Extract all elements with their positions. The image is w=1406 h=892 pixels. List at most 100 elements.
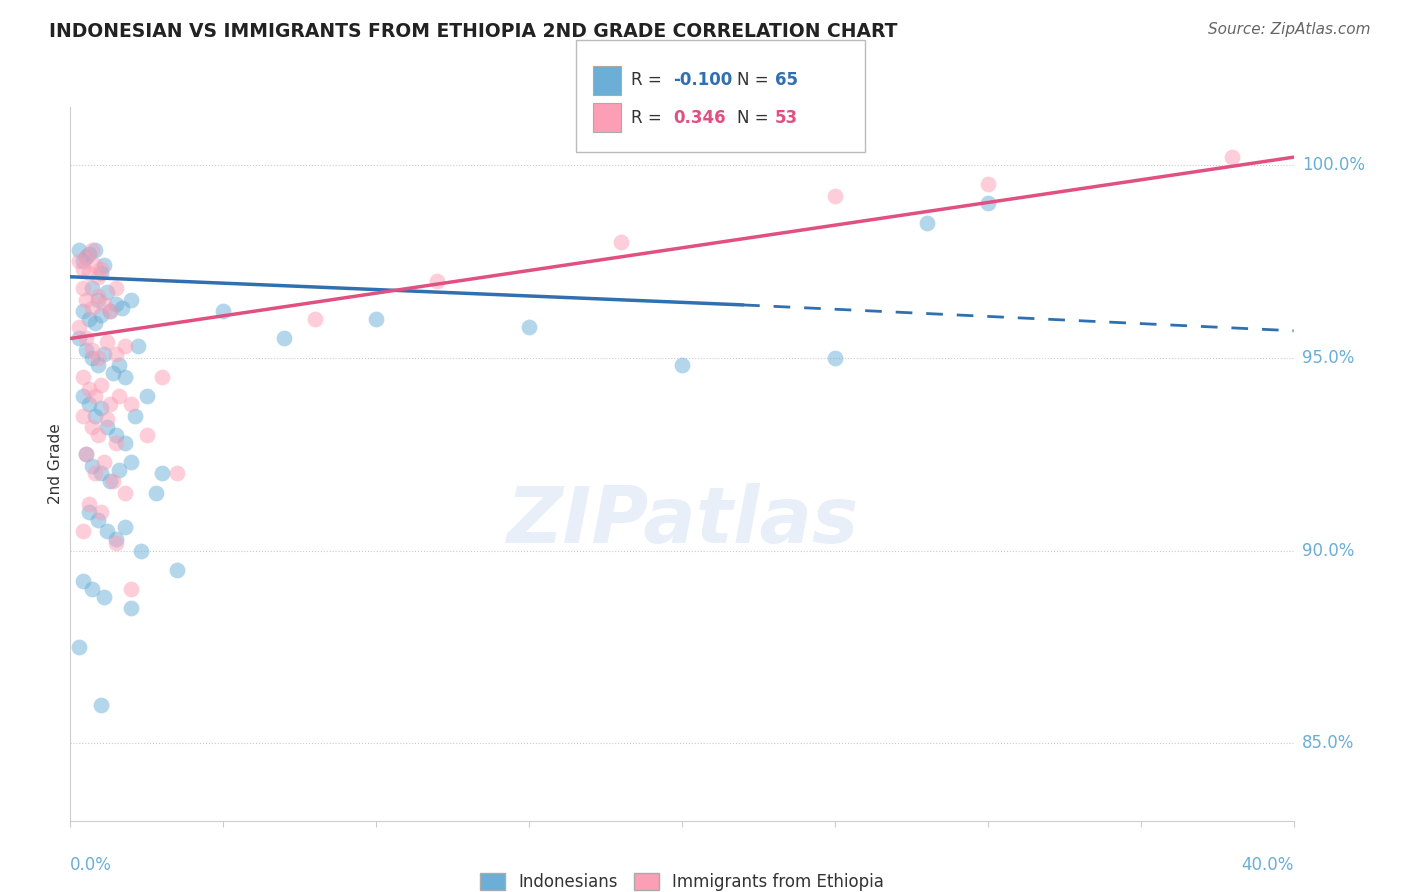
Point (426, 274, 449, 288)
Point (98, 304, 121, 318)
Point (83, 243, 105, 257)
Point (75, 251, 97, 265)
Point (824, 188, 846, 202)
Point (69, 243, 91, 257)
Point (77, 497, 100, 511)
Point (75, 447, 97, 461)
Point (105, 435, 128, 450)
Point (105, 536, 128, 550)
Point (135, 389, 157, 403)
Point (80, 281, 103, 295)
Text: 0.0%: 0.0% (70, 856, 112, 874)
Point (96, 420, 118, 434)
Point (75, 447, 97, 461)
Point (976, 177, 998, 191)
Point (366, 312, 388, 326)
Point (101, 366, 124, 380)
Point (114, 485, 136, 500)
Point (90, 401, 112, 415)
Point (108, 359, 131, 373)
Text: 40.0%: 40.0% (1241, 856, 1294, 874)
Text: R =: R = (631, 71, 668, 89)
Point (93, 347, 115, 361)
Point (150, 467, 173, 481)
Point (98, 397, 121, 411)
Text: N =: N = (737, 71, 773, 89)
Point (517, 319, 540, 334)
Point (77, 382, 100, 396)
Text: 100.0%: 100.0% (1302, 156, 1365, 174)
Text: ZIPatlas: ZIPatlas (506, 483, 858, 559)
Point (77, 397, 100, 411)
Point (87, 289, 110, 303)
Point (96, 412, 118, 426)
Point (105, 347, 128, 361)
Point (114, 520, 136, 534)
Point (87, 359, 110, 373)
Point (72, 524, 94, 539)
Point (72, 281, 94, 295)
Point (101, 474, 124, 488)
Point (83, 258, 105, 272)
Point (93, 258, 115, 272)
Text: 53: 53 (775, 109, 797, 127)
Text: Source: ZipAtlas.com: Source: ZipAtlas.com (1208, 22, 1371, 37)
Point (72, 409, 94, 423)
Point (72, 262, 94, 277)
Point (90, 505, 112, 519)
Point (121, 397, 143, 411)
Point (75, 251, 97, 265)
Point (127, 339, 149, 353)
Point (77, 266, 100, 280)
Point (69, 640, 91, 654)
Point (80, 351, 103, 365)
Point (105, 532, 128, 546)
Point (129, 543, 152, 558)
Point (915, 216, 938, 230)
Point (87, 351, 110, 365)
Point (105, 428, 128, 442)
Point (77, 505, 100, 519)
Point (90, 309, 112, 323)
Point (69, 319, 91, 334)
Point (121, 582, 143, 597)
Point (69, 331, 91, 345)
Point (87, 269, 110, 284)
Text: 0.346: 0.346 (673, 109, 725, 127)
Point (304, 312, 326, 326)
Point (72, 574, 94, 589)
Point (108, 462, 131, 476)
Point (96, 335, 118, 350)
Point (75, 343, 97, 357)
Point (80, 343, 103, 357)
Point (114, 370, 136, 384)
Text: 95.0%: 95.0% (1302, 349, 1354, 367)
Point (135, 428, 157, 442)
Point (121, 455, 143, 469)
Point (96, 285, 118, 300)
Point (69, 254, 91, 268)
Point (83, 409, 105, 423)
Point (121, 293, 143, 307)
Point (80, 301, 103, 315)
Point (166, 563, 188, 577)
Text: N =: N = (737, 109, 773, 127)
Point (824, 351, 846, 365)
Point (75, 331, 97, 345)
Point (72, 389, 94, 403)
Point (80, 582, 103, 597)
Point (80, 420, 103, 434)
Point (150, 370, 173, 384)
Point (93, 297, 115, 311)
Point (108, 389, 131, 403)
Point (105, 297, 128, 311)
Point (72, 370, 94, 384)
Legend: Indonesians, Immigrants from Ethiopia: Indonesians, Immigrants from Ethiopia (472, 866, 891, 892)
Text: INDONESIAN VS IMMIGRANTS FROM ETHIOPIA 2ND GRADE CORRELATION CHART: INDONESIAN VS IMMIGRANTS FROM ETHIOPIA 2… (49, 22, 897, 41)
Point (273, 331, 295, 345)
Point (90, 698, 112, 712)
Point (90, 377, 112, 392)
Point (124, 409, 146, 423)
Point (93, 455, 115, 469)
Y-axis label: 2nd Grade: 2nd Grade (48, 424, 63, 504)
